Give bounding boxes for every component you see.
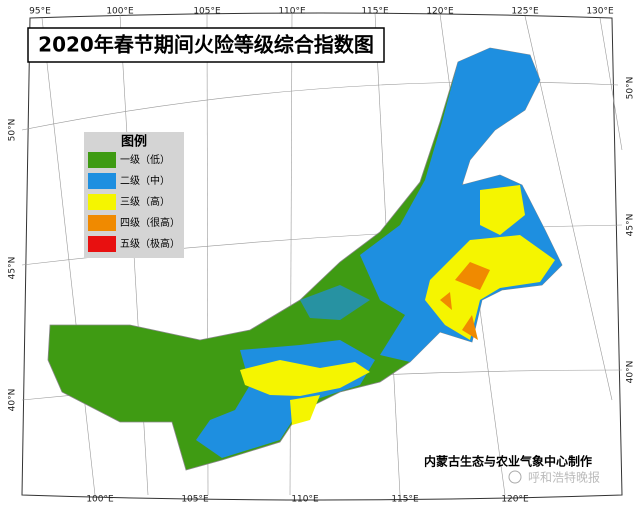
longitude-label: 125°E	[511, 7, 539, 17]
latitude-label: 45°N	[626, 214, 636, 237]
latitude-label: 50°N	[626, 77, 636, 100]
legend-label: 二级（中）	[120, 174, 170, 187]
longitude-label: 110°E	[278, 7, 306, 17]
region-level-3	[290, 395, 320, 425]
latitude-label: 45°N	[8, 257, 18, 280]
longitude-label: 105°E	[181, 495, 209, 505]
watermark: 呼和浩特晚报	[528, 470, 600, 485]
region-level-2	[300, 285, 370, 320]
legend-label: 一级（低）	[120, 153, 170, 166]
legend-label: 四级（很高）	[120, 216, 180, 229]
legend-swatch	[88, 152, 116, 168]
legend-label: 五级（极高）	[120, 237, 180, 250]
legend-title: 图例	[121, 134, 147, 150]
longitude-label: 100°E	[106, 7, 134, 17]
credit: 内蒙古生态与农业气象中心制作	[424, 454, 592, 469]
region-level-3	[425, 235, 555, 340]
longitude-label: 110°E	[291, 495, 319, 505]
longitude-label: 115°E	[391, 495, 419, 505]
longitude-label: 105°E	[193, 7, 221, 17]
longitude-label: 115°E	[361, 7, 389, 17]
longitude-label: 95°E	[29, 7, 51, 17]
latitude-label: 50°N	[8, 119, 18, 142]
longitude-label: 120°E	[426, 7, 454, 17]
watermark-icon	[508, 470, 522, 484]
legend: 图例 一级（低） 二级（中） 三级（高） 四级（很高） 五级（极高）	[84, 132, 184, 258]
legend-swatch	[88, 215, 116, 231]
latitude-label: 40°N	[626, 361, 636, 384]
region-level-3	[480, 185, 525, 235]
title-box	[27, 27, 385, 63]
legend-swatch	[88, 173, 116, 189]
longitude-label: 120°E	[501, 495, 529, 505]
longitude-label: 130°E	[586, 7, 614, 17]
latitude-label: 40°N	[8, 389, 18, 412]
legend-label: 三级（高）	[120, 195, 170, 208]
legend-swatch	[88, 194, 116, 210]
map-title: 2020年春节期间火险等级综合指数图	[38, 33, 374, 57]
longitude-label: 100°E	[86, 495, 114, 505]
region-level-4	[440, 262, 490, 340]
legend-swatch	[88, 236, 116, 252]
region-level-3	[240, 360, 370, 396]
